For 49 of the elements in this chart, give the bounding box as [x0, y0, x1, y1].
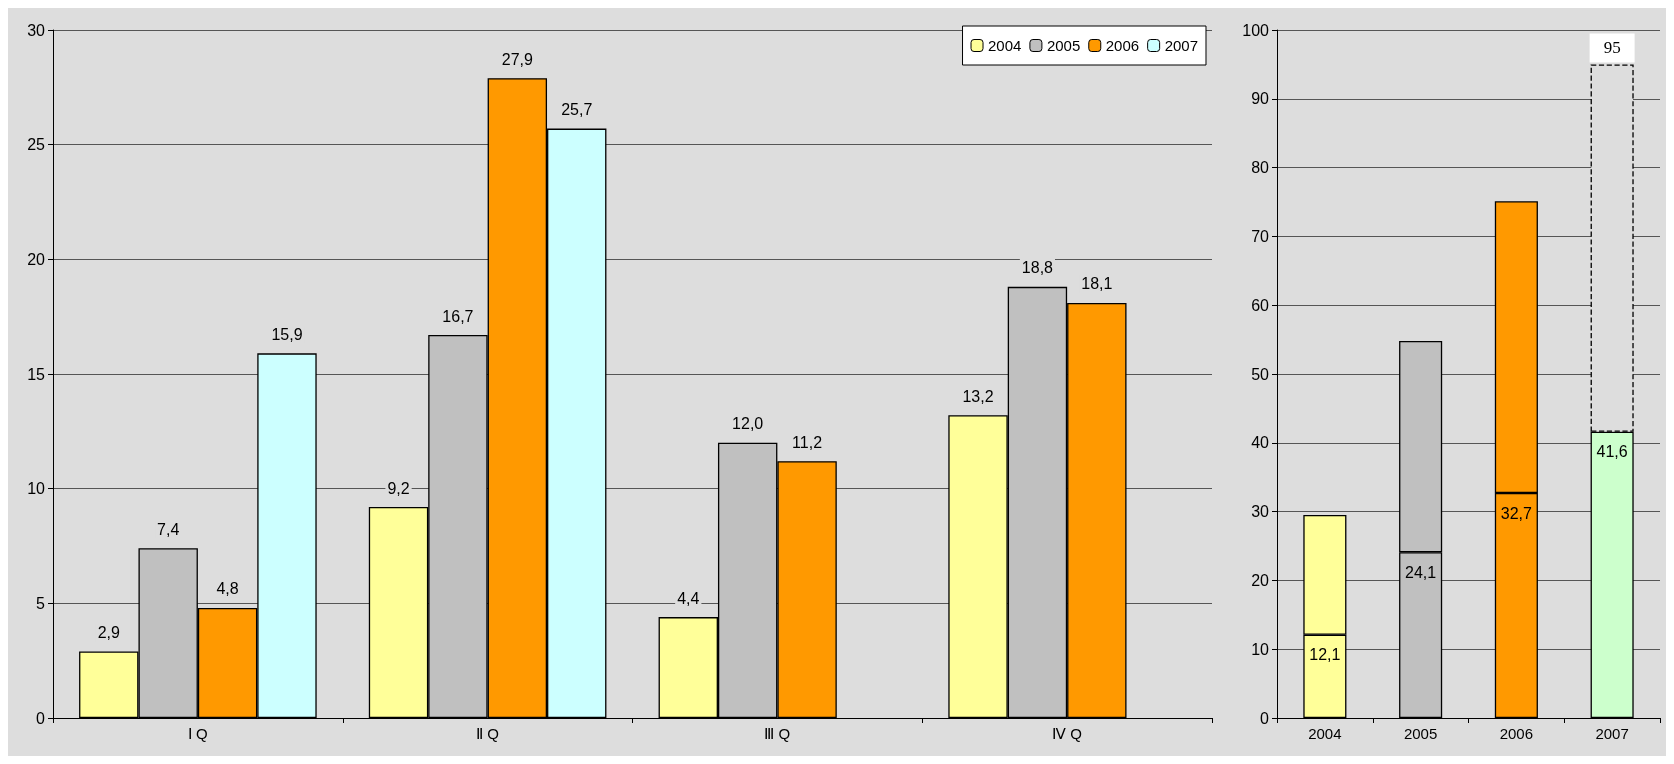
data-label: 13,2 [962, 387, 994, 405]
data-label: 32,7 [1500, 504, 1533, 522]
y-tick-label: 50 [1251, 365, 1270, 383]
y-tick-label: 5 [36, 594, 46, 612]
data-label: 18,8 [1021, 259, 1054, 277]
x-tick-label: Ⅱ Q [476, 725, 500, 742]
y-tick-label: 40 [1251, 434, 1270, 452]
x-tick-label: 2006 [1499, 725, 1534, 742]
y-tick-label: 90 [1251, 90, 1270, 108]
x-tick-label: Ⅰ Q [187, 725, 208, 742]
y-tick-label: 100 [1242, 21, 1270, 39]
data-label: 7,4 [157, 520, 180, 538]
data-label: 25,7 [561, 101, 593, 119]
data-label: 4,8 [216, 580, 239, 598]
data-label: 11,2 [792, 433, 823, 451]
total-label: 95 [1603, 38, 1621, 58]
data-label: 18,1 [1081, 275, 1113, 293]
legend-label: 2004 [988, 37, 1022, 54]
data-label: 15,9 [271, 325, 303, 343]
data-label: 12,1 [1309, 646, 1341, 664]
y-tick-label: 25 [27, 136, 46, 154]
y-tick-label: 30 [1251, 503, 1270, 521]
data-label: 9,2 [387, 479, 410, 497]
data-label: 4,4 [677, 589, 700, 607]
y-tick-label: 70 [1251, 227, 1270, 245]
data-label: 16,7 [442, 307, 474, 325]
x-tick-label: Ⅳ Q [1052, 725, 1083, 742]
y-tick-label: 80 [1251, 159, 1270, 177]
x-tick-label: 2005 [1403, 725, 1438, 742]
y-tick-label: 10 [27, 480, 46, 498]
legend-label: 2007 [1164, 37, 1199, 54]
y-tick-label: 0 [1260, 709, 1270, 727]
y-tick-label: 20 [1251, 571, 1270, 589]
data-label: 41,6 [1596, 443, 1628, 461]
legend-label: 2006 [1105, 37, 1140, 54]
data-label: 12,0 [732, 415, 764, 433]
y-tick-label: 10 [1251, 640, 1270, 658]
y-tick-label: 0 [36, 709, 46, 727]
x-tick-label: 2004 [1308, 725, 1342, 742]
legend-label: 2005 [1046, 37, 1081, 54]
y-tick-label: 15 [27, 365, 46, 383]
x-tick-label: 2007 [1595, 725, 1629, 742]
x-tick-label: Ⅲ Q [764, 725, 791, 742]
data-label: 27,9 [501, 50, 533, 68]
y-tick-label: 60 [1251, 296, 1270, 314]
data-label: 24,1 [1405, 563, 1437, 581]
y-tick-label: 30 [27, 21, 46, 39]
data-label: 2,9 [97, 623, 120, 641]
y-tick-label: 20 [27, 250, 46, 268]
